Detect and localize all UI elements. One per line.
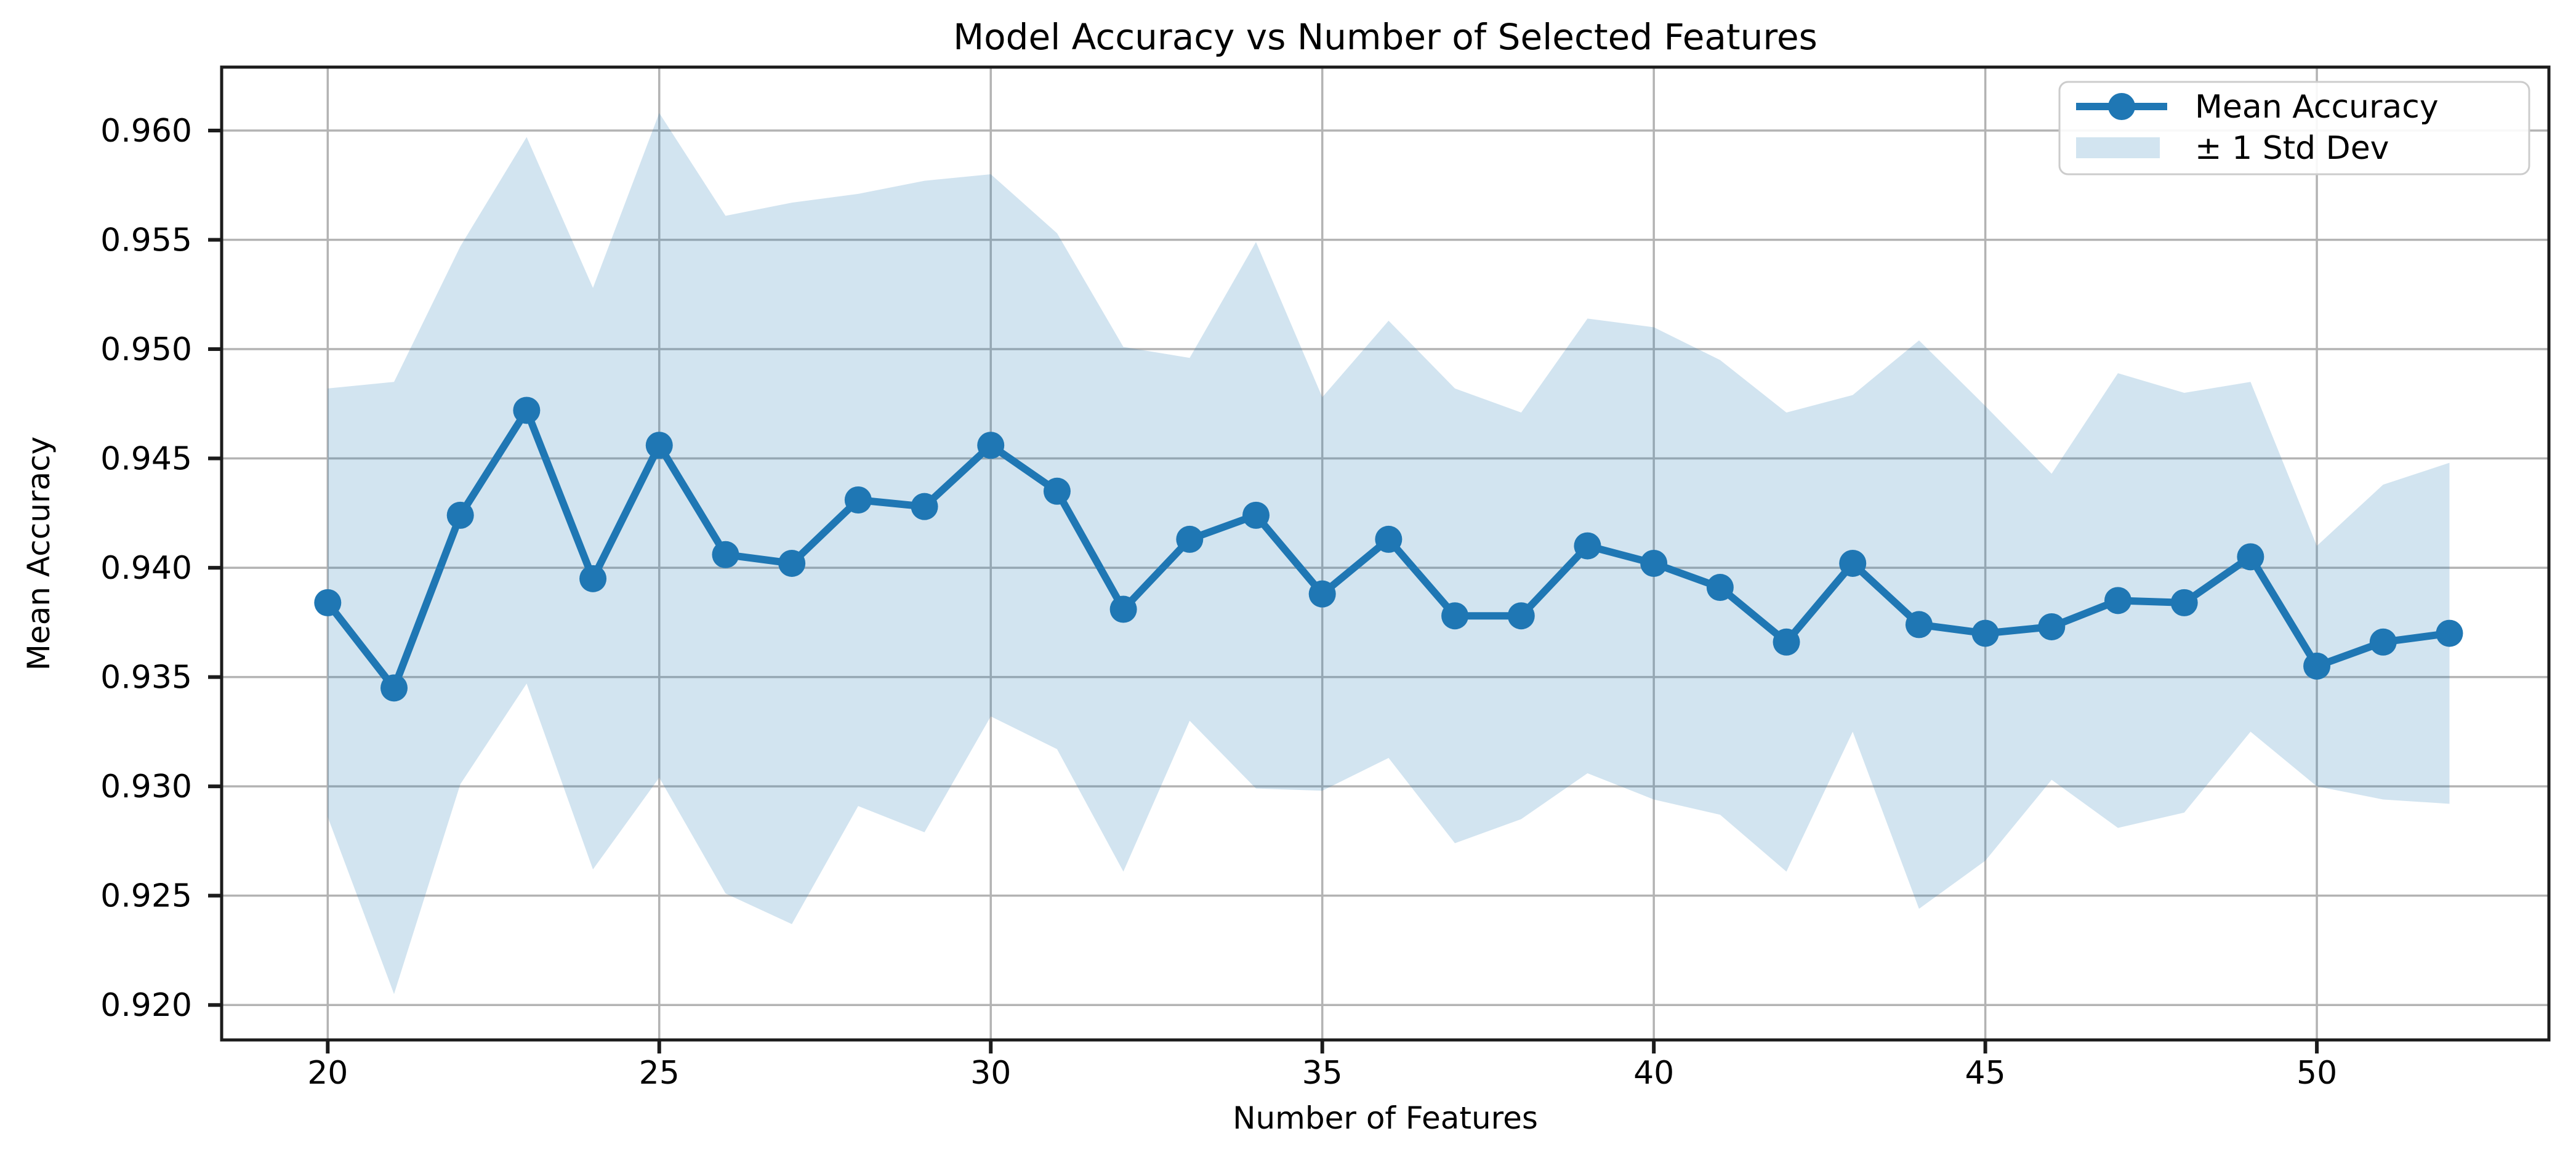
data-point-marker [2237,543,2264,571]
data-point-marker [1507,602,1535,630]
data-point-marker [380,674,408,702]
data-point-marker [1971,619,1999,647]
data-point-marker [1043,477,1071,505]
x-tick-label: 45 [1965,1055,2006,1092]
legend-label-std: ± 1 Std Dev [2195,130,2389,167]
x-tick-label: 40 [1633,1055,1674,1092]
y-tick-label: 0.930 [100,768,192,805]
data-point-marker [1109,595,1137,623]
y-axis-label: Mean Accuracy [21,437,57,671]
data-point-marker [2038,613,2066,640]
data-point-marker [1773,628,1800,656]
data-point-marker [911,493,938,520]
data-point-marker [1176,525,1204,553]
data-point-marker [1706,574,1734,602]
y-tick-label: 0.945 [100,441,192,478]
y-tick-label: 0.960 [100,113,192,150]
data-point-marker [1308,580,1336,608]
data-point-marker [844,486,872,514]
x-tick-label: 50 [2296,1055,2337,1092]
x-tick-label: 35 [1302,1055,1343,1092]
data-point-marker [712,541,739,568]
data-layer [314,113,2463,994]
grid-layer [222,67,2549,1040]
y-tick-label: 0.950 [100,331,192,368]
data-point-marker [977,432,1005,459]
y-tick-label: 0.935 [100,659,192,696]
data-point-marker [1839,549,1867,577]
data-point-marker [446,501,474,529]
legend-label-mean: Mean Accuracy [2195,89,2439,126]
data-point-marker [1640,549,1668,577]
data-point-marker [314,589,342,616]
legend-marker-icon [2108,93,2135,120]
data-point-marker [778,549,806,577]
data-point-marker [2104,587,2131,614]
std-dev-band [328,113,2450,994]
data-point-marker [579,565,607,592]
data-point-marker [2436,619,2463,647]
x-tick-label: 30 [970,1055,1011,1092]
x-tick-label: 20 [307,1055,348,1092]
data-point-marker [2170,589,2198,616]
data-point-marker [2303,652,2331,680]
x-tick-label: 25 [639,1055,680,1092]
data-point-marker [1375,525,1403,553]
legend-band-swatch [2076,137,2160,158]
legend-box [2058,81,2530,175]
tick-layer: 20 25 30 35 40 45 50 0.920 0.925 0.930 0.935 0.940 0… [100,113,2337,1092]
legend: Mean Accuracy ± 1 Std Dev [2058,81,2530,175]
x-axis-label: Number of Features [1233,1100,1538,1136]
y-tick-label: 0.940 [100,550,192,587]
y-tick-label: 0.925 [100,878,192,915]
data-point-marker [1242,501,1270,529]
y-tick-label: 0.955 [100,222,192,259]
data-point-marker [513,397,541,424]
data-point-marker [645,432,673,459]
plot-border [220,65,2551,1042]
axes-spines [220,65,2551,1042]
data-point-marker [1905,611,1933,638]
y-tick-label: 0.920 [100,987,192,1024]
data-point-marker [1574,532,1601,560]
data-point-marker [1441,602,1469,630]
data-point-marker [2369,628,2397,656]
chart-title: Model Accuracy vs Number of Selected Fea… [953,16,1817,58]
